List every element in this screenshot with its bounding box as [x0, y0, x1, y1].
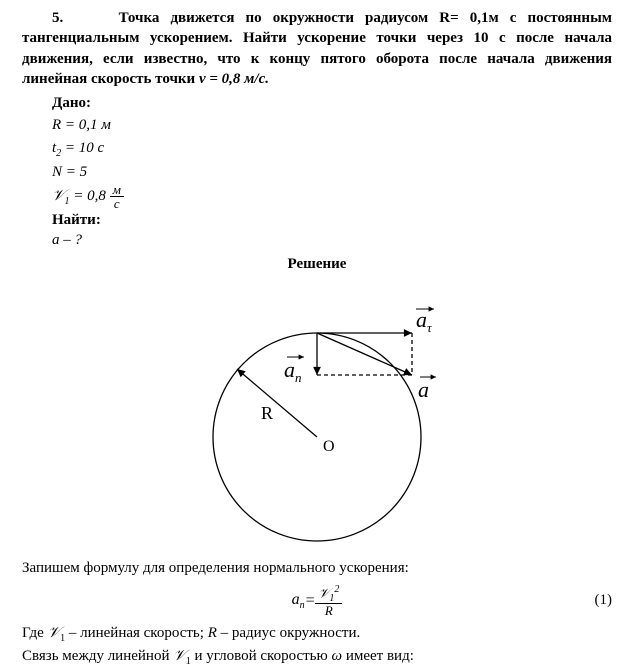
formula-num-sym: 𝒱 — [318, 585, 329, 600]
problem-statement: 5. Точка движется по окружности радиусом… — [22, 8, 612, 89]
formula-num: 𝒱12 — [315, 585, 342, 605]
post-l2-b: – линейная скорость; — [65, 625, 208, 641]
find-label: Найти: — [52, 212, 612, 229]
given-v-mid: = 0,8 — [70, 188, 110, 204]
formula-num-sup: 2 — [334, 584, 339, 595]
given-unit-frac: мс — [110, 183, 124, 210]
post-l3-w: ω — [331, 648, 342, 664]
post-l2-a: Где — [22, 625, 48, 641]
post-line-3: Связь между линейной 𝒱1 и угловой скорос… — [22, 646, 612, 669]
given-t-rhs: = 10 с — [61, 140, 104, 156]
post-l2-v: 𝒱 — [48, 625, 61, 641]
solution-label: Решение — [22, 256, 612, 273]
formula-lhs: an — [292, 589, 305, 613]
find-line: a – ? — [52, 229, 612, 252]
svg-text:aτ: aτ — [416, 307, 433, 335]
given-block: Дано: R = 0,1 м t2 = 10 с N = 5 𝒱1 = 0,8… — [52, 95, 612, 252]
svg-text:an: an — [284, 357, 302, 385]
svg-text:O: O — [323, 438, 335, 455]
post-l3-b: и угловой скоростью — [191, 648, 332, 664]
given-line-1: R = 0,1 м — [52, 114, 612, 137]
svg-text:a: a — [418, 377, 429, 402]
given-unit-den: с — [110, 197, 124, 210]
formula-number: (1) — [595, 590, 613, 611]
formula-den: R — [315, 604, 342, 617]
post-line-2: Где 𝒱1 – линейная скорость; R – радиус о… — [22, 623, 612, 646]
given-unit-num: м — [110, 183, 124, 197]
given-line-3: N = 5 — [52, 161, 612, 184]
post-l2-c: – радиус окружности. — [217, 625, 360, 641]
diagram-svg: O Raτ an a — [167, 277, 467, 547]
formula-frac: 𝒱12 R — [315, 585, 342, 618]
svg-text:R: R — [261, 403, 273, 423]
post-l3-c: имеет вид: — [342, 648, 414, 664]
problem-number: 5. — [52, 10, 63, 26]
post-line-1: Запишем формулу для определения нормальн… — [22, 558, 612, 579]
given-line-4: 𝒱1 = 0,8 мс — [52, 183, 612, 210]
given-label: Дано: — [52, 95, 612, 112]
post-l3-a: Связь между линейной — [22, 648, 173, 664]
problem-text: Точка движется по окружности радиусом R=… — [22, 10, 612, 87]
formula-eq: = — [305, 590, 316, 612]
post-l3-v: 𝒱 — [173, 648, 186, 664]
given-line-2: t2 = 10 с — [52, 137, 612, 161]
post-diagram-block: Запишем формулу для определения нормальн… — [22, 558, 612, 669]
problem-v-expr: v = 0,8 м/с. — [199, 71, 269, 87]
formula-row: an = 𝒱12 R (1) — [22, 585, 612, 618]
diagram-wrap: O Raτ an a — [22, 277, 612, 552]
given-v-sym: 𝒱 — [52, 188, 65, 204]
post-l2-r: R — [208, 625, 217, 641]
formula-core: an = 𝒱12 R — [292, 585, 343, 618]
formula-a: a — [292, 591, 300, 608]
